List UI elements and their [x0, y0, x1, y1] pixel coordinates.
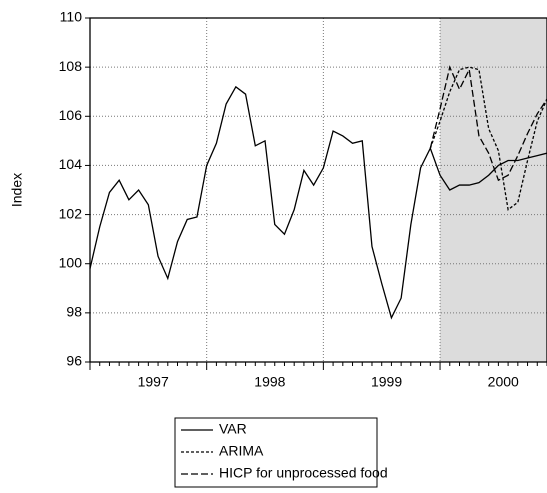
- x-tick-label: 2000: [488, 374, 519, 390]
- y-tick-label: 98: [66, 304, 82, 320]
- plot-frame: [89, 17, 547, 363]
- legend-label: ARIMA: [219, 443, 264, 459]
- x-tick-label: 1999: [371, 374, 402, 390]
- legend-label: VAR: [219, 421, 247, 437]
- y-tick-label: 96: [66, 353, 82, 369]
- x-tick-label: 1997: [138, 374, 169, 390]
- legend-label: HICP for unprocessed food: [219, 465, 388, 481]
- y-tick-label: 104: [59, 156, 83, 172]
- y-tick-label: 106: [59, 107, 83, 123]
- y-tick-label: 108: [59, 58, 83, 74]
- series-line: [429, 65, 547, 182]
- series-line: [429, 66, 547, 211]
- x-tick-label: 1998: [254, 374, 285, 390]
- y-tick-label: 102: [59, 205, 83, 221]
- y-tick-label: 110: [60, 9, 83, 25]
- y-axis-label: Index: [9, 173, 25, 207]
- forecast-shade: [440, 18, 547, 362]
- series-line: [89, 85, 547, 320]
- y-tick-label: 100: [59, 254, 83, 270]
